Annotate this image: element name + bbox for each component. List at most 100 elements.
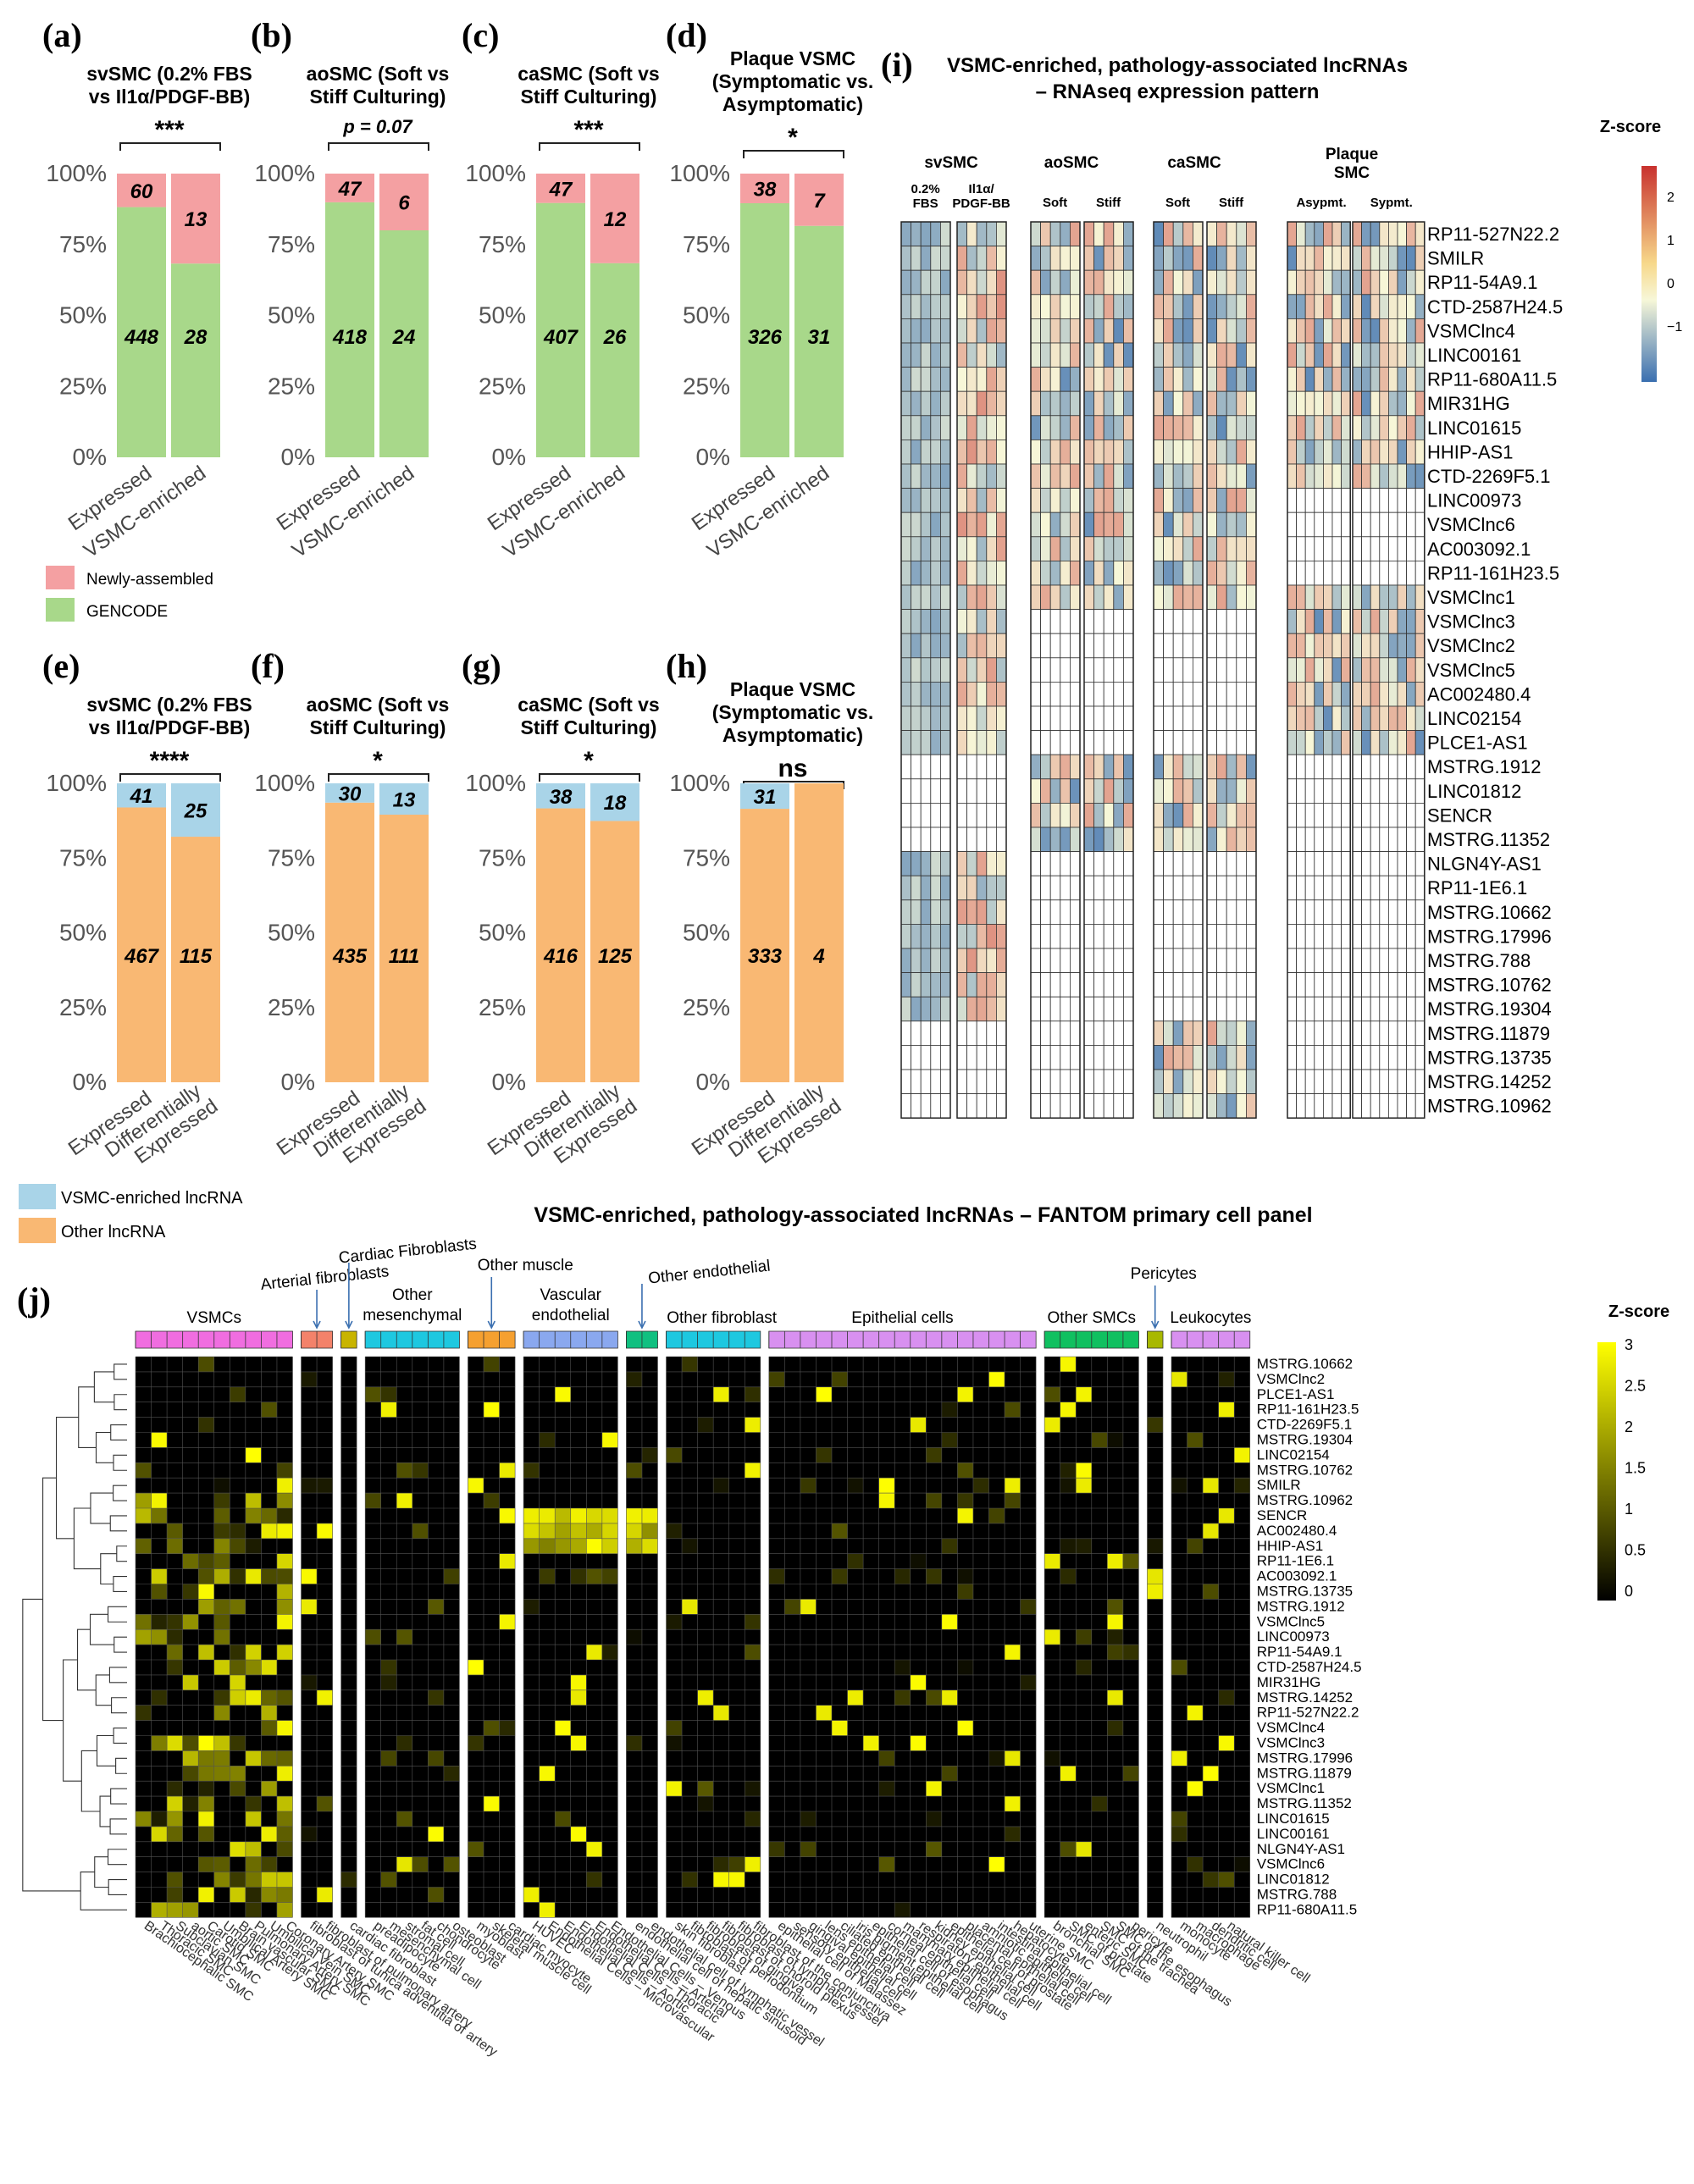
heatmap-cell [930, 440, 941, 465]
heatmap-cell [1379, 246, 1389, 271]
heatmap-cell [261, 1720, 277, 1736]
heatmap-cell [1030, 246, 1042, 271]
chart-title-line: vs Il1α/PDGF-BB) [89, 86, 251, 108]
heatmap-row-label: MSTRG.17996 [1257, 1750, 1353, 1766]
heatmap-cell [1323, 1069, 1333, 1095]
heatmap-row-label: MSTRG.788 [1257, 1887, 1337, 1903]
heatmap-cell [586, 1841, 602, 1857]
heatmap-cell [996, 1069, 1007, 1095]
heatmap-cell [1397, 875, 1408, 901]
heatmap-cell [1397, 899, 1408, 925]
heatmap-cell [1083, 778, 1095, 804]
heatmap-cell [151, 1614, 168, 1630]
heatmap-cell [1123, 536, 1134, 561]
heatmap-cell [940, 875, 951, 901]
heatmap-cell [1163, 1069, 1174, 1095]
y-tick-label: 0% [281, 1069, 315, 1095]
heatmap-cell [941, 1432, 958, 1448]
heatmap-cell [1406, 948, 1416, 974]
heatmap-cell [1361, 511, 1371, 538]
heatmap-cell [1030, 657, 1042, 683]
heatmap-cell [1093, 609, 1104, 634]
heatmap-cell [986, 440, 997, 465]
dendrogram-branch [89, 1613, 114, 1645]
heatmap-cell [1103, 584, 1115, 611]
heatmap-cell [1304, 705, 1315, 732]
heatmap-cell [666, 1614, 683, 1630]
heatmap-cell [1030, 827, 1042, 853]
heatmap-cell [1182, 924, 1193, 949]
heatmap-cell [911, 633, 922, 659]
heatmap-cell [986, 318, 997, 344]
heatmap-cell [1341, 367, 1351, 392]
heatmap-cell [1352, 1093, 1363, 1119]
heatmap-cell [555, 1811, 571, 1827]
heatmap-cell [230, 1841, 246, 1857]
heatmap-cell [1406, 803, 1416, 828]
heatmap-cell [1341, 1045, 1351, 1070]
heatmap-cell [1352, 827, 1363, 853]
heatmap-cell [911, 342, 922, 368]
heatmap-cell [745, 1417, 761, 1433]
heatmap-cell [1123, 705, 1134, 732]
heatmap-cell [986, 803, 997, 828]
heatmap-cell [847, 1553, 864, 1569]
heatmap-cell [900, 1093, 912, 1119]
heatmap-cell [1182, 561, 1193, 586]
heatmap-cell [1331, 488, 1342, 513]
heatmap-cell [920, 730, 932, 755]
heatmap-cell [1397, 511, 1408, 538]
heatmap-cell [1414, 633, 1426, 659]
heatmap-cell [1370, 342, 1381, 368]
heatmap-cell [1370, 536, 1381, 561]
legend-swatch-other [19, 1218, 56, 1243]
heatmap-cell [1083, 318, 1095, 344]
heatmap-cell [1030, 875, 1042, 901]
heatmap-cell [1314, 778, 1324, 804]
heatmap-cell [1153, 1093, 1165, 1119]
legend-tick: 0.5 [1625, 1542, 1646, 1559]
y-tick-label: 25% [59, 994, 107, 1020]
bar-segment-vsmc-enriched-lncrna [379, 783, 429, 816]
heatmap-cell [276, 1553, 293, 1569]
heatmap-cell [198, 1887, 214, 1903]
heatmap-cell [1103, 342, 1115, 368]
heatmap-cell [230, 1674, 246, 1690]
heatmap-row-label: MSTRG.10962 [1427, 1096, 1552, 1117]
heatmap-cell [1226, 536, 1237, 561]
heatmap-cell [1049, 657, 1061, 683]
heatmap-cell [1049, 511, 1061, 538]
heatmap-cell [986, 390, 997, 417]
heatmap-cell [1414, 875, 1426, 901]
heatmap-row-label: RP11-161H23.5 [1427, 562, 1559, 583]
heatmap-cell [1414, 924, 1426, 949]
heatmap-cell [1352, 1020, 1363, 1046]
heatmap-cell [555, 1386, 571, 1402]
heatmap-cell [1049, 899, 1061, 925]
heatmap-cell [626, 1462, 642, 1479]
heatmap-cell [1070, 778, 1081, 804]
heatmap-cell [1083, 488, 1095, 513]
heatmap-cell [1030, 221, 1042, 247]
heatmap-cell [1083, 390, 1095, 417]
heatmap-cell [920, 221, 932, 247]
heatmap-cell [1414, 246, 1426, 271]
heatmap-cell [213, 1478, 230, 1494]
heatmap-cell [1070, 390, 1081, 417]
heatmap-cell [396, 1493, 412, 1508]
heatmap-cell [1182, 948, 1193, 974]
heatmap-cell [920, 948, 932, 974]
heatmap-cell [570, 1826, 587, 1842]
bar-value-label: 18 [604, 792, 627, 815]
heatmap-cell [1370, 803, 1381, 828]
heatmap-row-label: SENCR [1257, 1507, 1308, 1523]
heatmap-cell [276, 1766, 293, 1782]
heatmap-cell [276, 1750, 293, 1767]
heatmap-cell [986, 633, 997, 659]
heatmap-cell [1246, 730, 1257, 755]
heatmap-cell [1304, 511, 1315, 538]
heatmap-cell [1103, 511, 1115, 538]
heatmap-cell [428, 1750, 444, 1767]
heatmap-cell [1388, 440, 1398, 465]
heatmap-cell [1414, 1069, 1426, 1095]
